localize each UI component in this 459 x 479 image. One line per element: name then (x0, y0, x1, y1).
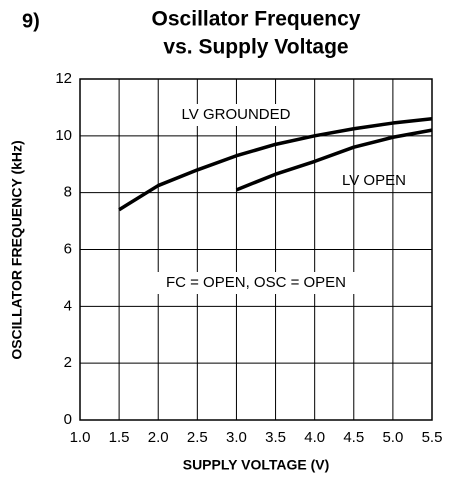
data-line (235, 128, 433, 192)
label-bg (170, 104, 302, 126)
x-tick-label: 2.5 (187, 429, 208, 446)
x-tick-label: 4.0 (304, 429, 325, 446)
x-tick-label: 3.5 (265, 429, 286, 446)
y-tick-label: 8 (64, 184, 72, 201)
y-tick-label: 0 (64, 411, 72, 428)
x-tick-label: 2.0 (148, 429, 169, 446)
y-tick-label: 6 (64, 240, 72, 257)
x-tick-label: 3.0 (226, 429, 247, 446)
figure-label: 9) (22, 10, 40, 32)
x-tick-label: 4.5 (343, 429, 364, 446)
x-tick-label: 1.5 (109, 429, 130, 446)
chart-subtitle: vs. Supply Voltage (163, 36, 348, 59)
chart-title: Oscillator Frequency (152, 8, 361, 31)
x-tick-label: 1.0 (70, 429, 91, 446)
y-tick-label: 4 (64, 297, 72, 314)
plot-frame (79, 78, 433, 421)
x-axis-label: SUPPLY VOLTAGE (V) (183, 457, 330, 473)
series-label: LV OPEN (342, 172, 406, 189)
x-tick-label: 5.5 (422, 429, 443, 446)
y-tick-label: 2 (64, 354, 72, 371)
series-label: LV GROUNDED (182, 106, 291, 123)
y-tick-label: 12 (55, 70, 72, 87)
y-axis-label: OSCILLATOR FREQUENCY (kHz) (9, 140, 25, 359)
annotation: FC = OPEN, OSC = OPEN (166, 274, 346, 291)
annotation-bg (145, 272, 367, 294)
data-line (118, 117, 433, 212)
x-tick-label: 5.0 (382, 429, 403, 446)
y-tick-label: 10 (55, 127, 72, 144)
